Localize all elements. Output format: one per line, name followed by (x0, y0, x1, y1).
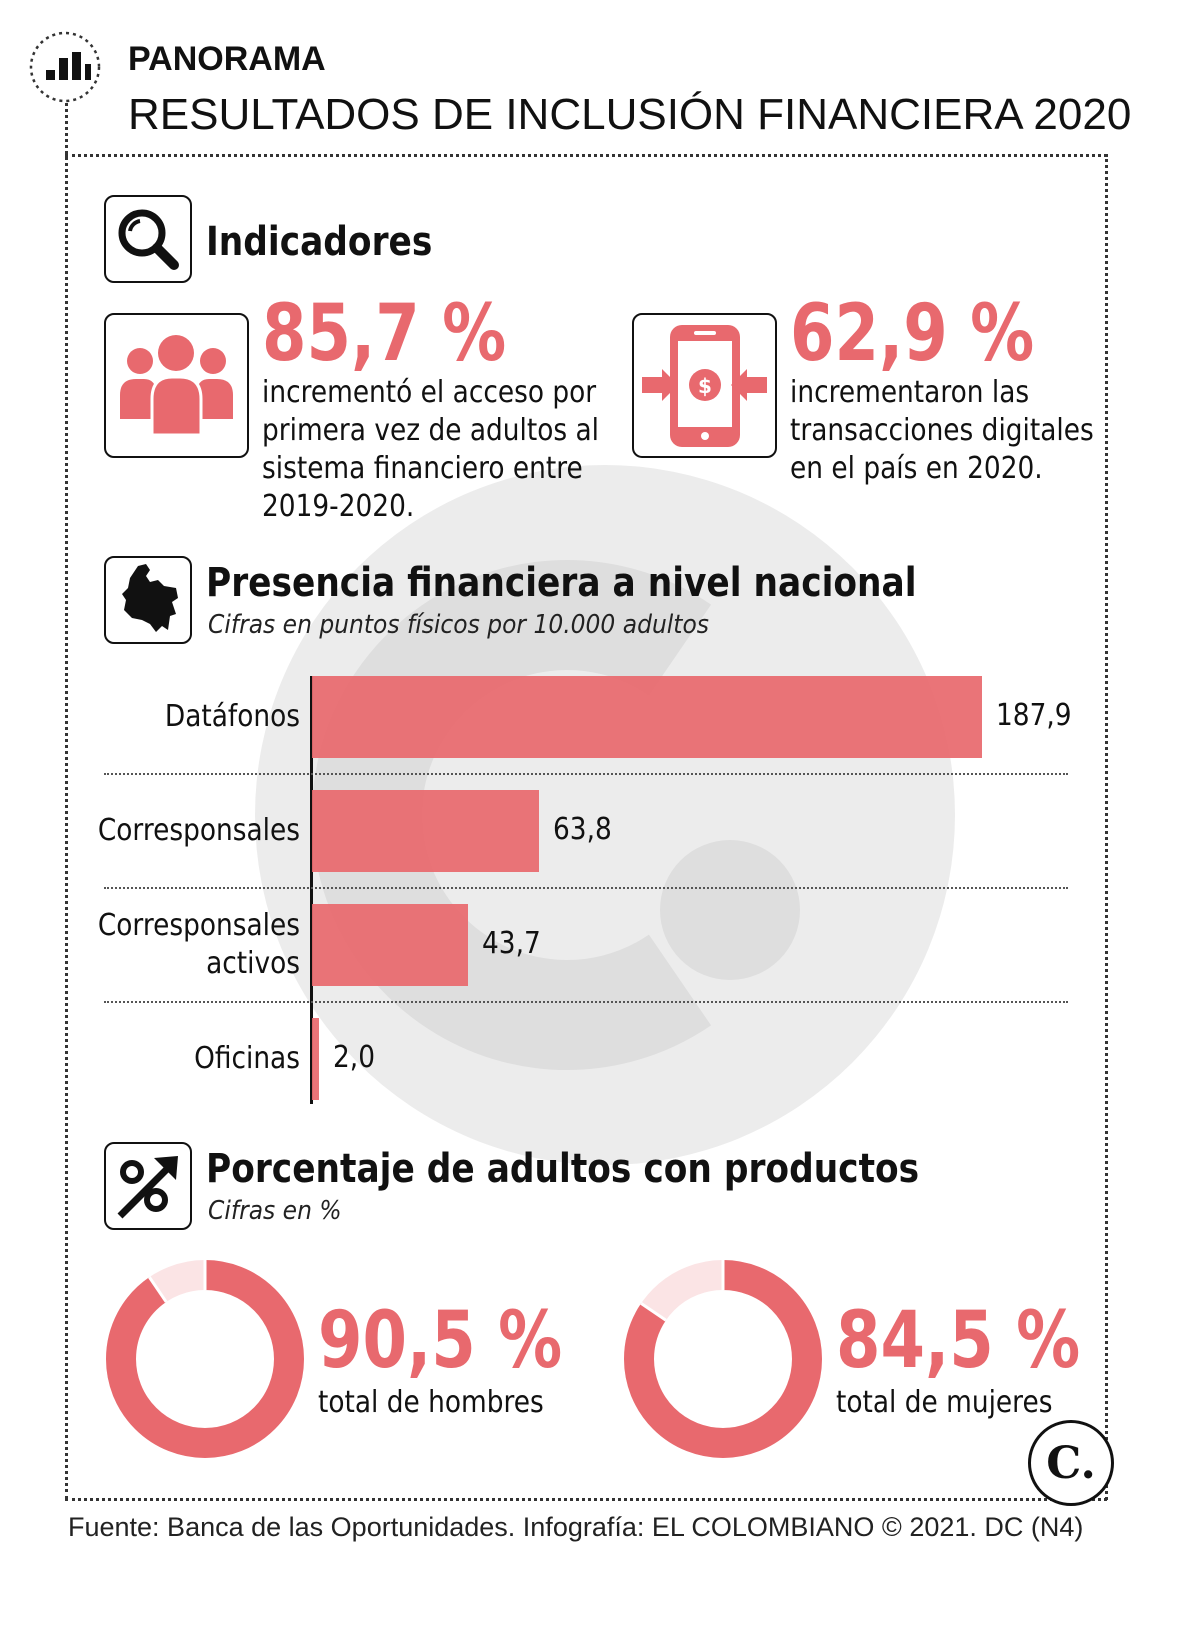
bar-value-label: 43,7 (481, 926, 541, 961)
indicators-heading: Indicadores (206, 219, 433, 265)
bar-axis (310, 676, 313, 1104)
products-heading: Porcentaje de adultos con productos (206, 1146, 920, 1192)
donut-gap-edge (148, 1276, 168, 1303)
donut-men (106, 1260, 304, 1458)
search-icon (118, 209, 179, 270)
bar-category-label: Corresponsales activos (97, 908, 300, 981)
bar (312, 790, 540, 872)
bar-value-label: 63,8 (553, 812, 613, 847)
indicator-desc-1-line: 2019-2020. (262, 489, 415, 524)
watermark-logo (255, 465, 955, 1165)
bar-value-label: 187,9 (996, 698, 1072, 733)
donut-gap-edge (640, 1302, 667, 1322)
bar-category-label: Oficinas (194, 1041, 300, 1076)
products-value-women: 84,5 % (836, 1296, 1081, 1386)
indicator-desc-2-line: en el país en 2020. (790, 451, 1043, 486)
section-label: PANORAMA (128, 40, 326, 78)
mobile-icon-box: $ (632, 313, 777, 458)
chart-bars-icon (29, 31, 101, 103)
colombia-map-icon (122, 564, 178, 632)
row-separator (104, 773, 1068, 775)
frame-right (1105, 154, 1108, 1500)
indicators-icon-box (104, 195, 192, 283)
bar-value-label: 2,0 (333, 1040, 376, 1075)
products-value-men: 90,5 % (318, 1296, 563, 1386)
presence-heading: Presencia financiera a nivel nacional (206, 560, 917, 606)
people-icon-box (104, 313, 249, 458)
source-footer: Fuente: Banca de las Oportunidades. Info… (68, 1512, 1084, 1542)
indicator-desc-1-line: primera vez de adultos al (262, 413, 600, 448)
percent-up-icon (117, 1156, 178, 1219)
indicator-value-2: 62,9 % (790, 289, 1035, 379)
logo-text: C. (1046, 1437, 1096, 1489)
indicator-value-1: 85,7 % (262, 289, 507, 379)
frame-bottom (65, 1498, 1107, 1501)
page-title: RESULTADOS DE INCLUSIÓN FINANCIERA 2020 (128, 90, 1132, 139)
bar (312, 1018, 320, 1100)
presence-subheading: Cifras en puntos físicos por 10.000 adul… (208, 610, 709, 640)
bar (312, 904, 468, 986)
svg-text:$: $ (698, 374, 712, 398)
frame-top (65, 154, 1107, 157)
indicator-desc-1-line: sistema financiero entre (262, 451, 583, 486)
donut-value-arc (106, 1260, 304, 1458)
bar-category-label: Datáfonos (164, 699, 300, 734)
indicator-desc-1-line: incrementó el acceso por (262, 375, 597, 410)
people-group-icon (120, 335, 233, 437)
donut-women (624, 1260, 822, 1458)
products-subheading: Cifras en % (208, 1196, 342, 1226)
indicator-desc-2: incrementaron las transacciones digitale… (790, 374, 1094, 488)
indicator-desc-2-line: transacciones digitales (790, 413, 1094, 448)
row-separator (104, 1001, 1068, 1003)
el-colombiano-logo: C. (1028, 1420, 1114, 1506)
products-label-men: total de hombres (318, 1385, 544, 1420)
mobile-payment-icon: $ (642, 325, 767, 447)
indicator-desc-2-line: incrementaron las (790, 375, 1030, 410)
row-separator (104, 887, 1068, 889)
frame-left (65, 96, 68, 1500)
bar (312, 676, 982, 758)
presence-icon-box (104, 556, 192, 644)
products-label-women: total de mujeres (836, 1385, 1053, 1420)
products-icon-box (104, 1142, 192, 1230)
bar-category-label: Corresponsales (97, 813, 300, 848)
indicator-desc-1: incrementó el acceso por primera vez de … (262, 374, 599, 526)
